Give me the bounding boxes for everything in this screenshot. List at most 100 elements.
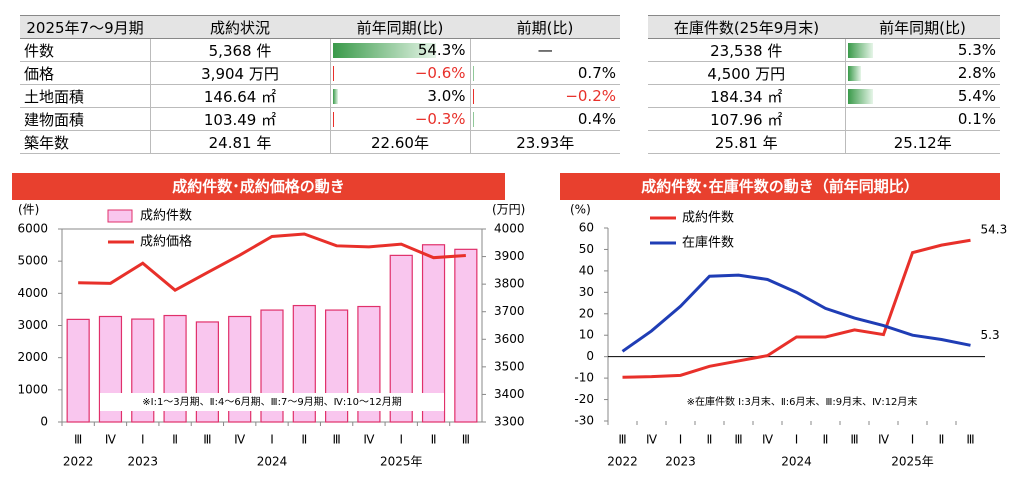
mini-bar [332, 112, 334, 127]
cell-text: −0.6% [414, 64, 466, 82]
row: 建物面積 103.49 ㎡ −0.3% 0.4% [20, 107, 620, 131]
cell: 5.4% [844, 84, 1000, 108]
cell-text: 23,538 件 [710, 41, 783, 60]
y-tick-label: 6000 [17, 222, 48, 236]
legend-swatch [107, 209, 133, 223]
header-cell: 在庫件数(25年9月末) [648, 15, 845, 39]
legend-label: 成約件数 [140, 209, 192, 224]
mini-bar [332, 66, 334, 81]
cell-text: 0.1% [957, 110, 996, 128]
x-tick-label: Ⅰ [795, 433, 799, 447]
cell-text: 建物面積 [24, 110, 85, 129]
x-tick-label: Ⅲ [734, 433, 742, 447]
header-cell: 前年同期(比) [330, 15, 470, 39]
y-tick-label: -10 [574, 371, 594, 385]
cell: 54.3% [329, 38, 470, 62]
x-tick-label: Ⅲ [74, 433, 82, 447]
y2-tick-label: 3700 [494, 304, 525, 318]
cell: 5,368 件 [149, 38, 330, 62]
cell: 建物面積 [20, 107, 150, 131]
cell-text: 107.96 ㎡ [710, 110, 783, 129]
row: 築年数 24.81 年 22.60年 23.93年 [20, 130, 620, 154]
y2-tick-label: 3600 [494, 332, 525, 346]
x-tick-label: Ⅲ [462, 433, 470, 447]
cell: 5.3% [844, 38, 1000, 62]
x-tick-label: Ⅱ [939, 433, 945, 447]
x-tick-label: Ⅰ [141, 433, 145, 447]
y-tick-label: 30 [579, 285, 594, 299]
y-tick-label: 40 [579, 263, 594, 277]
y2-tick-label: 3900 [494, 249, 525, 263]
x-tick-label: Ⅲ [966, 433, 974, 447]
mini-bar [847, 43, 873, 58]
x-tick-label: Ⅳ [762, 433, 773, 447]
x-year-label: 2025年 [891, 455, 934, 469]
cell: 0.1% [844, 107, 1000, 131]
stock-table: 在庫件数(25年9月末) 前年同期(比) 23,538 件 5.3% 4,500 万円 2… [648, 15, 1000, 154]
cell-text: −0.2% [565, 87, 616, 105]
chart-title: 成約件数･成約価格の動き [172, 178, 345, 196]
cell: 価格 [20, 61, 150, 85]
cell-text: 25.81 年 [714, 133, 778, 152]
x-year-label: 2023 [665, 455, 696, 469]
title-banner [560, 173, 1000, 200]
cell: 24.81 年 [149, 130, 330, 154]
cell-text: 0.4% [577, 110, 616, 128]
end-label: 5.3 [981, 328, 1000, 342]
cell: 件数 [20, 38, 150, 62]
header-row: 在庫件数(25年9月末) 前年同期(比) [648, 15, 1000, 39]
chart-title: 成約件数･在庫件数の動き（前年同期比） [641, 178, 919, 196]
cell: 土地面積 [20, 84, 150, 108]
y-tick-label: 2000 [17, 350, 48, 364]
line [78, 232, 466, 293]
y-tick-label: 10 [579, 328, 594, 342]
cell-text: 146.64 ㎡ [203, 87, 277, 106]
x-year-label: 2022 [63, 455, 94, 469]
cell-text: 価格 [24, 64, 55, 83]
mini-bar [847, 89, 874, 104]
x-tick-label: Ⅰ [270, 433, 274, 447]
y-tick-label: -30 [574, 414, 594, 428]
header-row: 2025年7～9月期 成約状況 前年同期(比) 前期(比) [20, 15, 620, 39]
title-banner [12, 173, 505, 200]
row: 件数 5,368 件 54.3% — [20, 38, 620, 62]
legend-label: 成約件数 [682, 211, 734, 226]
y-tick-label: 1000 [17, 382, 48, 396]
note: ※Ⅰ:1～3月期、Ⅱ:4～6月期、Ⅲ:7～9月期、Ⅳ:10～12月期 [142, 396, 401, 408]
row: 価格 3,904 万円 −0.6% 0.7% [20, 61, 620, 85]
line [622, 238, 971, 379]
x-tick-label: Ⅳ [105, 433, 116, 447]
header-cell: 前期(比) [470, 15, 620, 39]
header-cell: 2025年7～9月期 [20, 15, 150, 39]
x-tick-label: Ⅲ [332, 433, 340, 447]
x-tick-label: Ⅱ [172, 433, 178, 447]
x-tick-label: Ⅱ [431, 433, 437, 447]
cell-text: 23.93年 [516, 133, 575, 152]
x-year-label: 2024 [257, 455, 288, 469]
x-tick-label: Ⅱ [707, 433, 713, 447]
x-tick-label: Ⅱ [301, 433, 307, 447]
cell-text: 54.3% [417, 41, 466, 59]
mini-bar [472, 66, 474, 81]
x-tick-label: Ⅳ [646, 433, 657, 447]
summary-table: 2025年7～9月期 成約状況 前年同期(比) 前期(比) 件数 5,368 件 54.3%… [20, 15, 620, 154]
cell-text: 2.8% [957, 64, 996, 82]
cell-text: 土地面積 [24, 87, 85, 106]
y2-tick-label: 3800 [494, 277, 525, 291]
y2-tick-label: 4000 [494, 222, 525, 236]
bar [389, 254, 413, 423]
note: ※在庫件数 Ⅰ:3月末、Ⅱ:6月末、Ⅲ:9月末、Ⅳ:12月末 [687, 395, 918, 408]
cell-text: 築年数 [24, 133, 70, 152]
cell: 22.60年 [329, 130, 470, 154]
x-year-label: 2023 [127, 455, 158, 469]
cell: 4,500 万円 [648, 61, 845, 85]
cell-text: 件数 [24, 41, 55, 60]
note-box [100, 393, 444, 411]
x-tick-label: Ⅱ [823, 433, 829, 447]
x-year-label: 2024 [781, 455, 812, 469]
x-tick-label: Ⅲ [850, 433, 858, 447]
row: 184.34 ㎡ 5.4% [648, 84, 1000, 108]
x-year-label: 2025年 [380, 455, 423, 469]
mini-bar [332, 43, 436, 58]
